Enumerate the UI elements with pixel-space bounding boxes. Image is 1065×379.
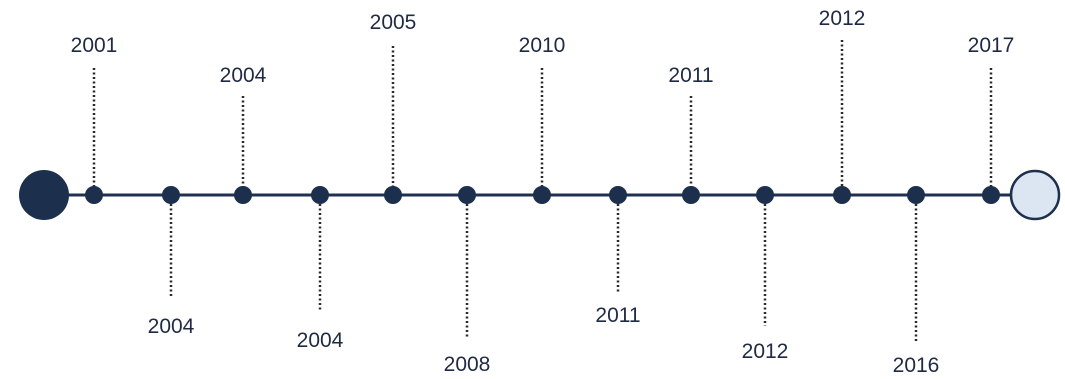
- event-node: [162, 186, 180, 204]
- timeline-event: 2016: [893, 186, 940, 377]
- event-node: [85, 186, 103, 204]
- timeline-event: 2011: [668, 64, 714, 204]
- event-year-label: 2010: [519, 34, 566, 57]
- timeline-event: 2017: [968, 34, 1015, 204]
- event-year-label: 2008: [444, 353, 491, 376]
- timeline-event: 2001: [71, 34, 118, 204]
- event-year-label: 2005: [370, 11, 417, 34]
- event-node: [234, 186, 252, 204]
- event-node: [311, 186, 329, 204]
- event-node: [833, 186, 851, 204]
- timeline-event: 2004: [220, 64, 267, 204]
- timeline-end-cap: [1009, 169, 1061, 221]
- event-node: [907, 186, 925, 204]
- event-year-label: 2016: [893, 354, 940, 377]
- timeline-event: 2008: [444, 186, 491, 376]
- event-year-label: 2011: [595, 304, 640, 327]
- event-year-label: 2001: [71, 34, 118, 57]
- event-node: [533, 186, 551, 204]
- event-year-label: 2012: [819, 7, 866, 30]
- event-node: [982, 186, 1000, 204]
- timeline-event: 2011: [595, 186, 641, 327]
- event-year-label: 2011: [668, 64, 713, 87]
- timeline-event: 2004: [297, 186, 344, 352]
- event-year-label: 2004: [220, 64, 267, 87]
- event-year-label: 2012: [742, 340, 789, 363]
- timeline-event: 2005: [370, 11, 417, 204]
- timeline-event: 2010: [519, 34, 566, 204]
- timeline-event: 2012: [819, 7, 866, 204]
- timeline-events: 2001 2004 2004 2004 2005 2008 2010 2011 2011 2012…: [71, 7, 1015, 377]
- timeline-event: 2012: [742, 186, 789, 363]
- event-year-label: 2004: [297, 329, 344, 352]
- event-year-label: 2017: [968, 34, 1015, 57]
- event-node: [682, 186, 700, 204]
- timeline-start-cap: [19, 170, 69, 220]
- event-node: [458, 186, 476, 204]
- event-year-label: 2004: [148, 315, 195, 338]
- timeline-event: 2004: [148, 186, 195, 338]
- event-node: [384, 186, 402, 204]
- event-node: [609, 186, 627, 204]
- event-node: [756, 186, 774, 204]
